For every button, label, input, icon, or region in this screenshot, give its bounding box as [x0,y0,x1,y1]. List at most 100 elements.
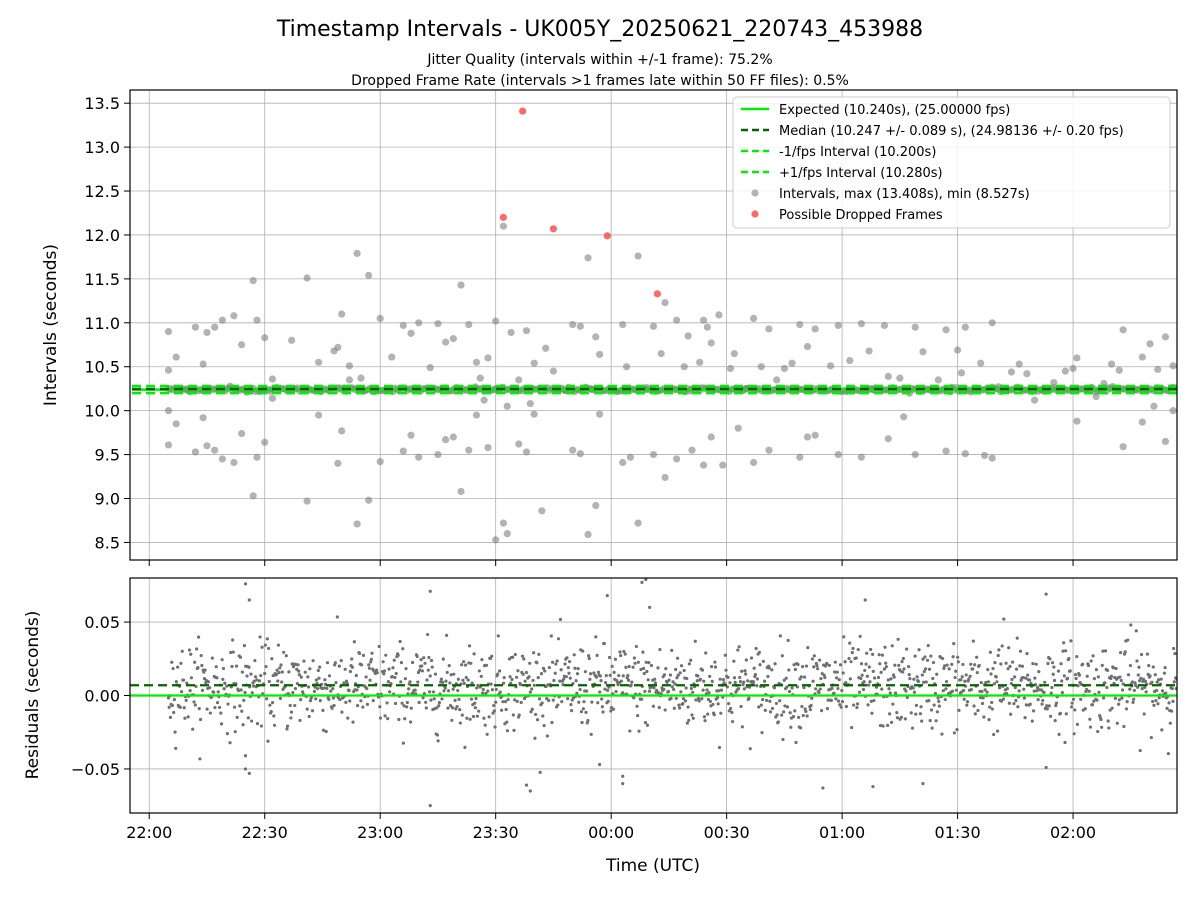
residual-point [561,682,565,687]
interval-point [503,402,511,410]
residual-point [424,706,428,710]
interval-point [884,372,892,380]
interval-point [1023,370,1031,378]
residual-point [814,687,818,691]
interval-point [719,461,727,469]
residual-point [515,675,519,679]
residual-point [327,697,331,701]
residual-point [1072,732,1076,736]
residual-point [667,678,671,682]
residual-point [1147,663,1151,668]
residual-point [369,660,373,664]
residual-point [575,691,579,695]
interval-point [703,323,711,331]
residual-point [596,701,600,705]
residual-point [524,670,529,675]
residual-point [829,698,833,702]
residual-point [603,687,607,691]
residual-point [1011,660,1015,664]
residual-point [386,716,390,721]
interval-point [230,312,238,320]
residual-point [387,667,391,671]
residual-point [1115,721,1119,725]
residual-point [876,675,881,680]
residual-point [367,666,371,670]
dropped-frame-point [653,290,661,298]
interval-point [365,271,373,279]
residual-point [942,664,947,668]
residual-point [1047,704,1051,708]
top-plot-frame [129,89,1178,561]
interval-point [365,496,373,504]
residual-point [727,709,731,713]
residual-point [1086,663,1091,668]
residual-point [552,678,556,683]
interval-point [896,374,904,382]
interval-point [399,447,407,455]
residual-point [684,686,688,690]
residual-point [730,719,735,724]
residual-point [238,655,243,659]
residual-point [1137,665,1141,669]
residual-point [416,680,420,684]
residual-point [656,666,660,670]
residual-point [255,678,259,682]
residual-point [496,634,500,638]
interval-point [796,320,804,329]
residual-point [988,650,992,654]
residual-point [1031,709,1036,713]
x-tick-label: 01:30 [935,823,981,842]
residual-point [954,688,958,692]
residual-point [167,705,171,709]
residual-point [431,690,436,694]
residual-point [1166,752,1170,756]
residual-point [855,705,859,710]
interval-point [492,317,500,325]
legend-dot-swatch [751,210,759,218]
residual-point [1023,715,1027,720]
residual-point [378,716,383,720]
residual-point [685,676,689,681]
residual-point [986,680,991,684]
residual-point [700,668,705,672]
residual-point [279,663,283,667]
residual-point [1120,696,1124,700]
residual-point [872,676,877,680]
residual-point [502,676,506,680]
residual-point [350,657,354,661]
interval-point [634,519,642,527]
residual-point [1103,681,1107,685]
residual-point [761,659,765,663]
interval-point [253,316,261,324]
residual-point [840,699,845,704]
residual-point [854,656,858,660]
top-y-tick-label: 11.0 [84,314,120,333]
residual-point [601,710,605,714]
residual-point [238,704,242,708]
residual-point [247,665,251,669]
residual-point [623,652,627,656]
residual-point [670,648,674,652]
residual-point [331,696,335,700]
interval-point [942,447,950,455]
residual-point [782,678,786,682]
chart-title: Timestamp Intervals - UK005Y_20250621_22… [276,17,923,42]
residual-point [285,727,289,731]
residual-point [1154,688,1159,693]
residual-point [887,687,891,691]
interval-point [857,453,865,461]
residual-point [764,698,769,703]
residual-point [410,660,415,665]
residual-point [786,638,790,642]
residual-point [297,669,301,673]
residual-point [429,658,434,663]
residual-point [191,727,195,731]
residual-point [1103,649,1108,653]
residual-point [1162,671,1167,675]
residual-point [691,716,695,720]
residual-point [1139,676,1143,680]
residual-point [911,686,915,690]
residual-point [1040,702,1044,706]
residual-point [678,671,682,675]
residual-point [361,705,365,709]
